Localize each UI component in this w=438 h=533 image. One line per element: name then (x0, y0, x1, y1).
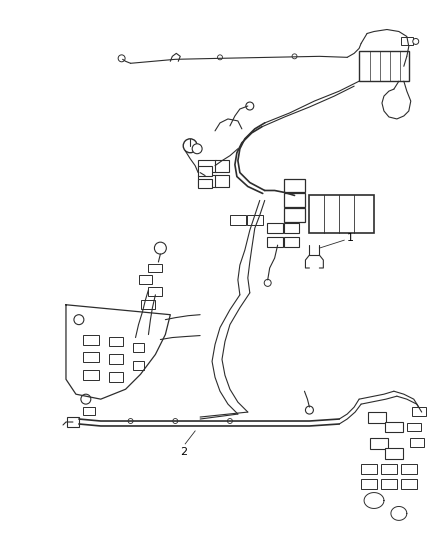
Bar (406, 423, 420, 431)
Circle shape (192, 144, 201, 154)
Circle shape (291, 54, 297, 59)
Circle shape (74, 314, 84, 325)
Circle shape (412, 38, 418, 44)
Bar (358, 51, 408, 81)
Bar (132, 361, 144, 370)
Circle shape (305, 406, 313, 414)
Circle shape (154, 242, 166, 254)
Bar (369, 439, 387, 449)
Bar (67, 417, 79, 427)
Bar (230, 215, 245, 225)
Bar (215, 160, 229, 172)
Bar (215, 175, 229, 187)
Bar (400, 37, 412, 45)
Circle shape (183, 139, 197, 153)
Bar (138, 276, 152, 285)
Bar (148, 263, 162, 272)
Bar (266, 223, 282, 233)
Bar (360, 464, 376, 474)
Bar (246, 215, 262, 225)
Circle shape (245, 102, 253, 110)
Bar (380, 464, 396, 474)
Circle shape (118, 55, 125, 62)
Bar (360, 479, 376, 489)
Text: 1: 1 (346, 233, 353, 243)
Bar (83, 352, 99, 362)
Circle shape (217, 55, 222, 60)
Bar (141, 300, 155, 309)
Bar (400, 464, 416, 474)
Circle shape (264, 279, 271, 286)
Bar (148, 287, 162, 296)
Bar (198, 179, 212, 189)
Bar (83, 407, 95, 415)
Bar (400, 479, 416, 489)
Bar (283, 223, 299, 233)
Bar (109, 373, 122, 382)
Bar (266, 237, 282, 247)
Bar (283, 208, 305, 222)
Circle shape (173, 418, 177, 424)
Bar (384, 422, 402, 432)
Bar (132, 343, 144, 352)
Bar (367, 411, 385, 423)
Bar (198, 160, 215, 172)
Circle shape (227, 418, 232, 424)
Bar (309, 196, 373, 233)
Bar (109, 336, 122, 346)
Circle shape (128, 418, 133, 424)
Circle shape (81, 394, 91, 404)
Bar (283, 193, 305, 207)
Bar (83, 335, 99, 344)
Bar (83, 370, 99, 380)
Bar (109, 354, 122, 365)
Bar (198, 166, 212, 175)
Bar (283, 237, 299, 247)
Bar (409, 439, 423, 447)
Bar (283, 179, 305, 192)
Bar (198, 175, 215, 187)
Bar (411, 407, 425, 416)
Bar (384, 448, 402, 459)
Bar (380, 479, 396, 489)
Text: 2: 2 (179, 447, 186, 457)
